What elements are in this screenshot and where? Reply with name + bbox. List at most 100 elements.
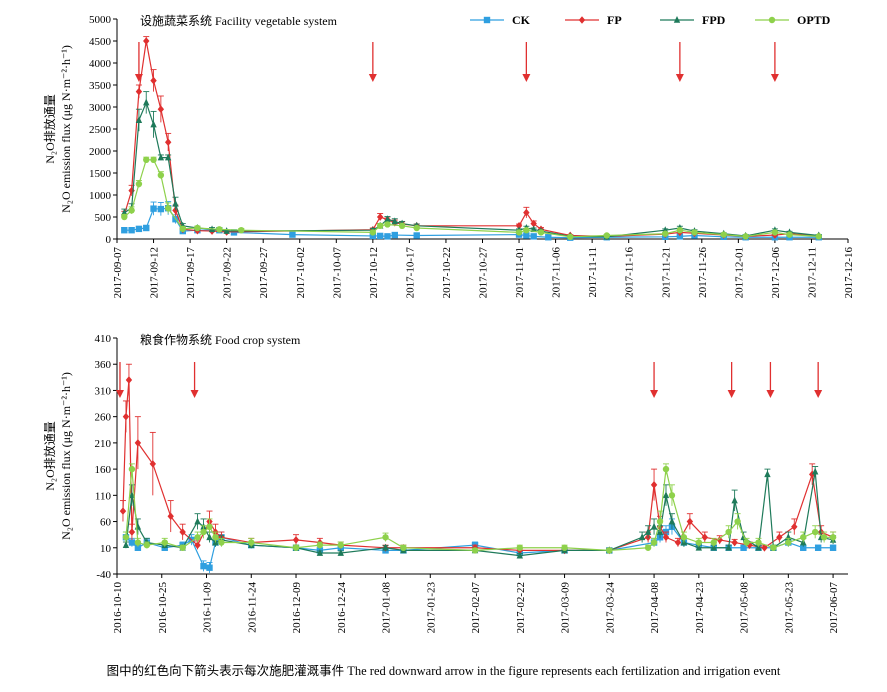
data-point-ck [150,205,157,212]
data-point-fp [530,219,537,228]
data-point-fp [143,37,150,45]
data-point-fp [125,376,133,384]
data-point-optd [121,213,128,221]
arrow-head [368,74,377,82]
series-optd [121,156,822,240]
data-point-fp [135,87,143,96]
data-point-optd [770,544,777,551]
data-point-optd [143,156,150,163]
data-point-optd [413,224,420,232]
data-point-ck [128,227,135,234]
data-point-ck [206,564,213,571]
data-point-optd [523,227,530,234]
data-point-ck [413,232,420,239]
fertilization-arrow [115,362,124,398]
data-point-ck [157,205,165,213]
arrow-head [134,74,143,82]
data-point-ck [143,224,150,232]
x-tick-label: 2017-10-22 [441,247,453,298]
data-point-optd [785,539,792,546]
y-tick-label: 0 [106,234,112,246]
data-point-optd [161,539,168,546]
x-tick-label: 2017-11-01 [514,247,526,298]
data-point-fpd [668,517,676,525]
arrow-head [115,390,124,398]
data-point-optd [567,233,574,240]
x-tick-label: 2017-11-16 [624,247,636,298]
data-point-fp [716,536,723,544]
chart-title: 粮食作物系统 Food crop system [140,332,301,347]
data-point-optd [668,492,676,499]
data-point-optd [216,226,223,233]
legend-marker-fp [578,16,586,24]
data-point-fp [791,523,798,531]
x-tick-label: 2016-10-10 [112,582,124,634]
data-point-optd [800,534,807,541]
data-point-optd [179,225,186,233]
x-tick-label: 2017-12-01 [733,247,745,298]
data-point-fp [662,533,670,542]
data-point-fp [122,412,130,421]
data-point-optd [157,172,165,179]
legend-label-fp: FP [607,13,622,27]
y-tick-label: 260 [95,412,112,424]
data-point-optd [820,534,828,541]
data-point-fpd [134,522,142,530]
data-point-fpd [316,549,324,556]
y-axis-label-cn: N₂O排放通量 [42,94,57,164]
data-point-ck [384,233,391,240]
data-point-fpd [135,116,143,123]
data-point-fpd [143,98,150,106]
data-point-ck [391,231,398,239]
fertilization-arrow [650,362,659,398]
data-point-fpd [662,491,670,499]
x-tick-label: 2017-11-21 [660,247,672,298]
x-tick-label: 2017-12-11 [806,247,818,298]
y-tick-label: 360 [95,359,112,371]
data-point-fp [149,460,157,468]
x-tick-label: 2017-04-08 [649,582,661,634]
data-point-optd [656,518,664,525]
data-point-optd [695,539,703,546]
data-point-optd [603,232,610,239]
data-point-fpd [811,467,819,475]
x-tick-label: 2017-05-08 [739,582,751,634]
data-point-fpd [710,543,717,551]
arrow-head [190,390,199,398]
series-fpd [121,91,822,240]
figure-caption: 图中的红色向下箭头表示每次施肥灌溉事件 The red downward arr… [106,664,781,678]
data-point-optd [398,222,406,229]
data-point-fpd [223,227,230,234]
x-tick-label: 2017-04-23 [694,582,706,634]
x-tick-label: 2017-09-12 [149,247,161,298]
data-point-optd [471,547,479,554]
y-tick-label: 4500 [89,36,112,48]
y-axis-label-en: N₂O emission flux (μg N·m⁻²·h⁻¹) [59,372,73,540]
x-tick-label: 2017-06-07 [828,582,840,634]
fertilization-arrow [814,362,823,398]
data-point-fpd [650,522,658,530]
data-point-fpd [731,496,738,504]
x-tick-label: 2017-03-09 [560,582,572,634]
y-axis-label-en: N₂O emission flux (μg N·m⁻²·h⁻¹) [59,45,73,213]
data-point-fp [515,222,523,230]
data-point-fpd [194,517,201,525]
data-point-fpd [391,217,398,225]
fertilization-arrow [368,42,377,82]
data-point-fpd [121,208,128,216]
x-tick-label: 2017-11-06 [551,247,563,298]
data-point-optd [143,541,151,549]
data-point-fp [746,541,753,549]
arrow-head [727,390,736,398]
legend-label-fpd: FPD [702,13,726,27]
data-point-fp [523,208,530,217]
data-point-fp [776,533,783,542]
data-point-optd [691,229,698,236]
y-tick-label: -40 [96,569,111,581]
x-tick-label: 2017-01-23 [425,582,437,634]
data-point-ck [523,232,530,239]
data-point-ck [829,544,837,551]
data-point-fpd [644,528,652,535]
x-tick-label: 2017-09-27 [258,247,270,299]
data-point-optd [218,539,225,546]
